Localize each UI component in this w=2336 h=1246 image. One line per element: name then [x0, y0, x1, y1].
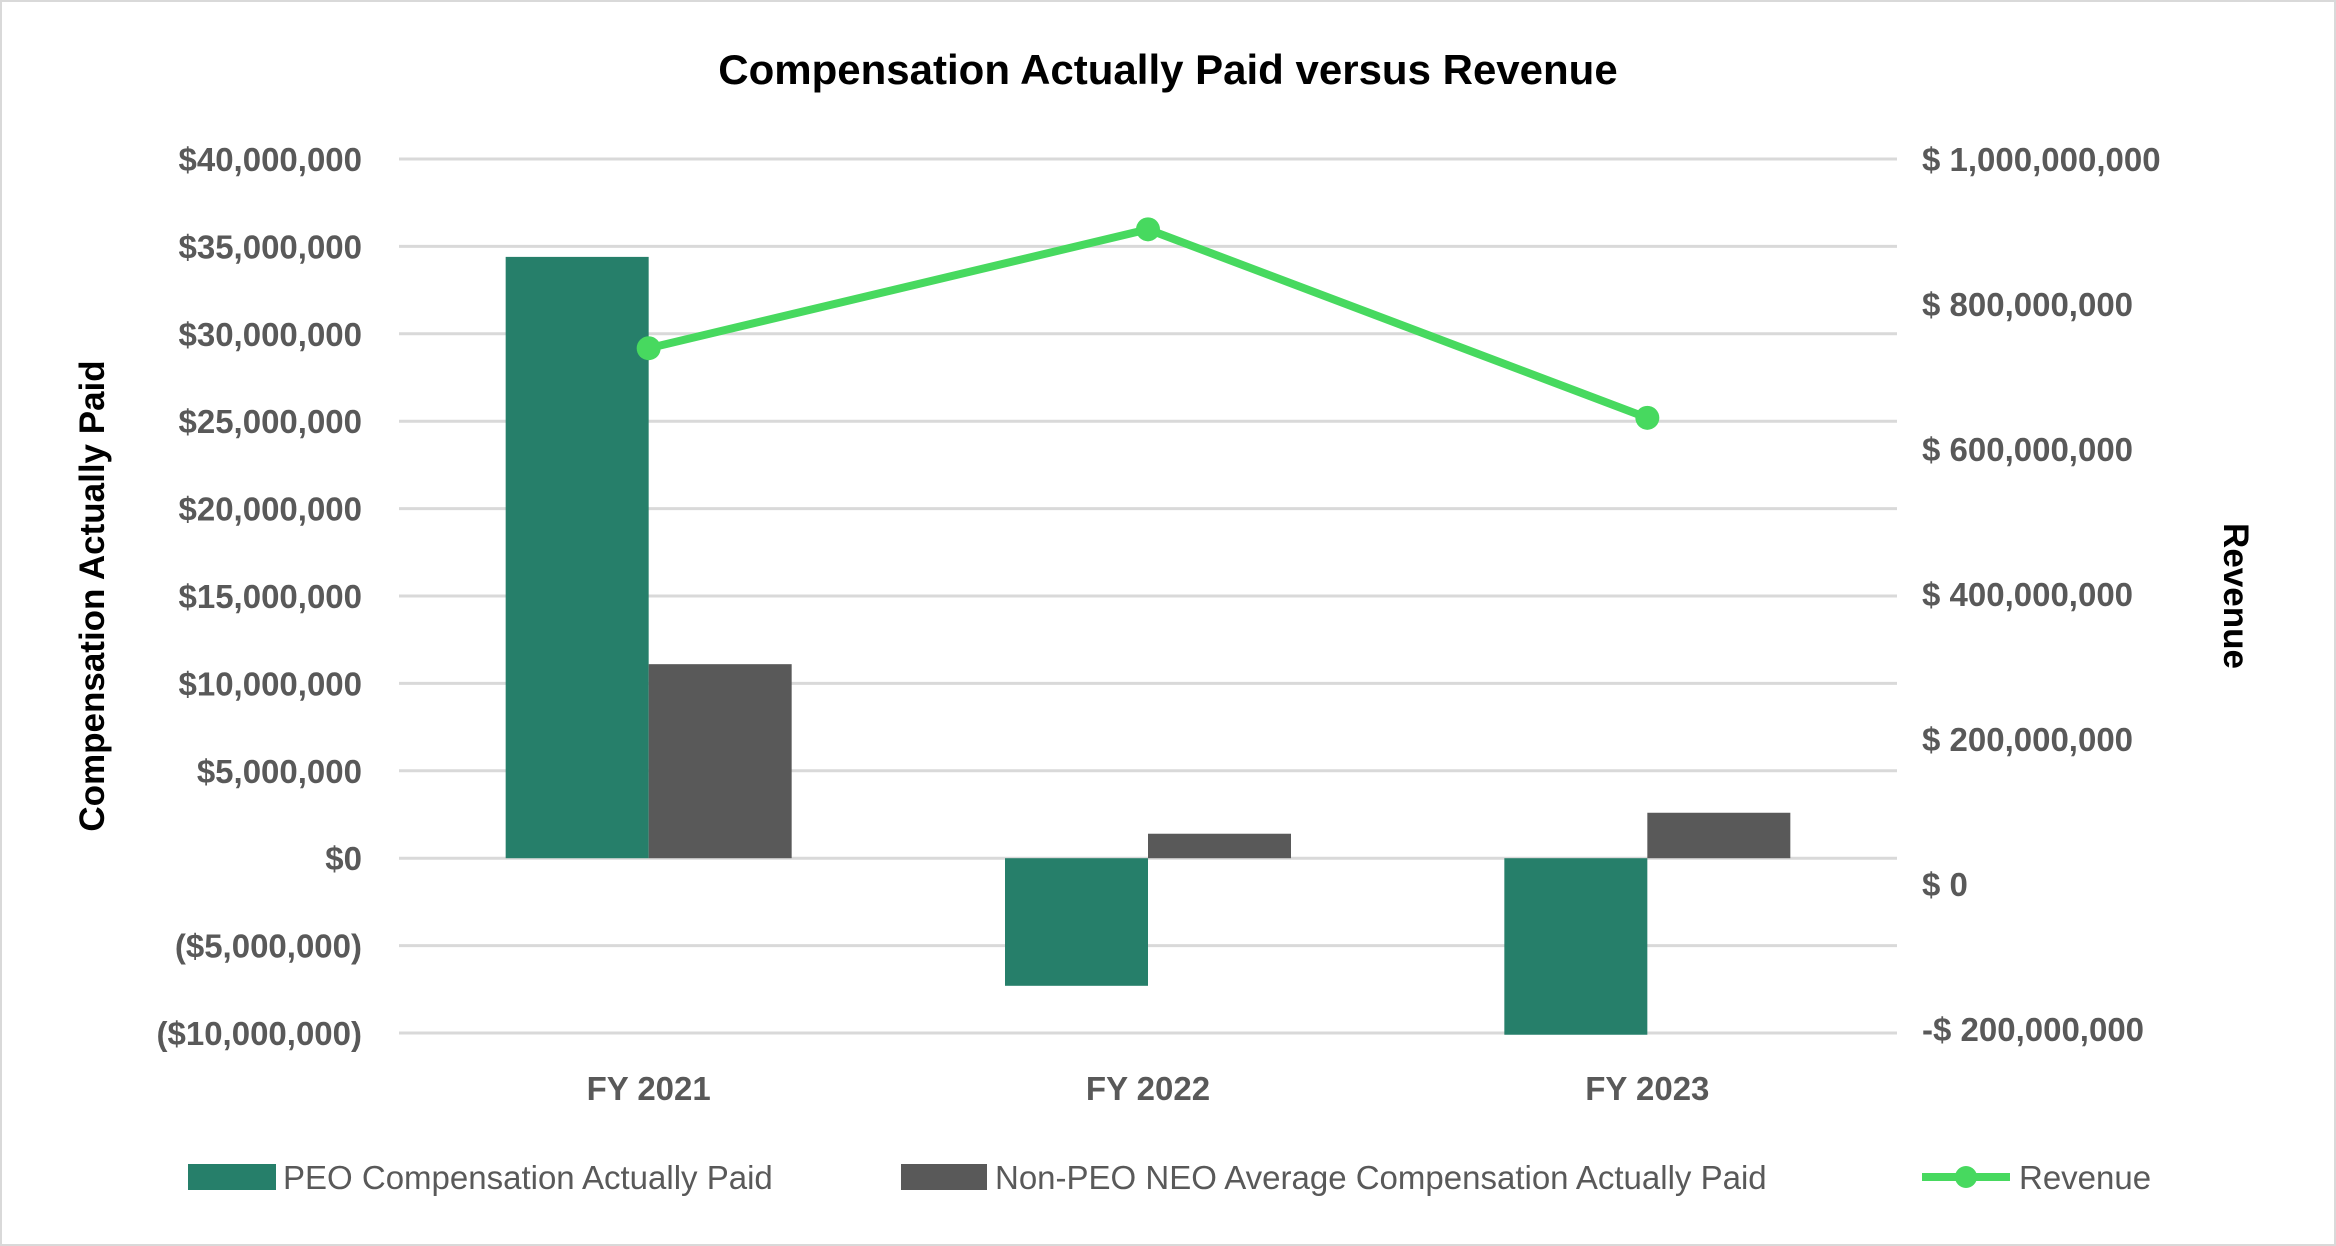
legend-swatch-revenue-marker — [1955, 1166, 1977, 1188]
y2-axis-ticks: $ 1,000,000,000 $ 800,000,000 $ 600,000,00… — [1922, 141, 2161, 1048]
y-tick-label: $0 — [325, 840, 362, 877]
x-axis-ticks: FY 2021 FY 2022 FY 2023 — [587, 1070, 1710, 1107]
chart-title: Compensation Actually Paid versus Revenu… — [718, 46, 1617, 93]
y-tick-label: $15,000,000 — [178, 578, 362, 615]
y2-tick-label: $ 800,000,000 — [1922, 286, 2133, 323]
y-tick-label: ($10,000,000) — [157, 1015, 363, 1052]
revenue-point-fy-2022 — [1136, 217, 1160, 242]
y-tick-label: $35,000,000 — [178, 228, 362, 265]
legend-label-revenue: Revenue — [2019, 1159, 2151, 1196]
y-axis-title: Compensation Actually Paid — [73, 360, 112, 831]
x-tick-label: FY 2022 — [1086, 1070, 1210, 1107]
y-tick-label: $5,000,000 — [197, 753, 362, 790]
bar-peo-fy-2022 — [1005, 858, 1148, 986]
legend-swatch-peo — [188, 1164, 276, 1190]
revenue-point-fy-2021 — [636, 336, 661, 361]
legend: PEO Compensation Actually Paid Non-PEO N… — [188, 1159, 2151, 1196]
x-tick-label: FY 2023 — [1585, 1070, 1709, 1107]
y2-tick-label: -$ 200,000,000 — [1922, 1011, 2144, 1048]
y-tick-label: $30,000,000 — [178, 316, 362, 353]
x-tick-label: FY 2021 — [587, 1070, 711, 1107]
y2-tick-label: $ 200,000,000 — [1922, 721, 2133, 758]
bar-peo-fy-2023 — [1504, 858, 1648, 1035]
y-axis-ticks: $40,000,000 $35,000,000 $30,000,000 $25,000… — [157, 141, 363, 1052]
legend-swatch-non-peo — [901, 1164, 987, 1190]
bar-peo-fy-2021 — [505, 256, 649, 859]
y2-axis-title: Revenue — [2216, 523, 2255, 669]
bar-non-peo-fy-2021 — [648, 664, 792, 859]
y-tick-label: ($5,000,000) — [175, 928, 362, 965]
bar-non-peo-fy-2023 — [1647, 812, 1791, 859]
y2-tick-label: $ 1,000,000,000 — [1922, 141, 2161, 178]
bar-non-peo-fy-2022 — [1148, 833, 1291, 859]
y-tick-label: $20,000,000 — [178, 491, 362, 528]
y2-tick-label: $ 400,000,000 — [1922, 576, 2133, 613]
legend-label-non-peo: Non-PEO NEO Average Compensation Actuall… — [995, 1159, 1767, 1196]
y2-tick-label: $ 0 — [1922, 866, 1968, 903]
bars — [505, 256, 1791, 1035]
y2-tick-label: $ 600,000,000 — [1922, 431, 2133, 468]
revenue-point-fy-2023 — [1635, 405, 1660, 430]
y-tick-label: $40,000,000 — [178, 141, 362, 178]
y-tick-label: $25,000,000 — [178, 403, 362, 440]
y-tick-label: $10,000,000 — [178, 665, 362, 702]
revenue-line-series — [636, 217, 1660, 430]
legend-label-peo: PEO Compensation Actually Paid — [283, 1159, 773, 1196]
